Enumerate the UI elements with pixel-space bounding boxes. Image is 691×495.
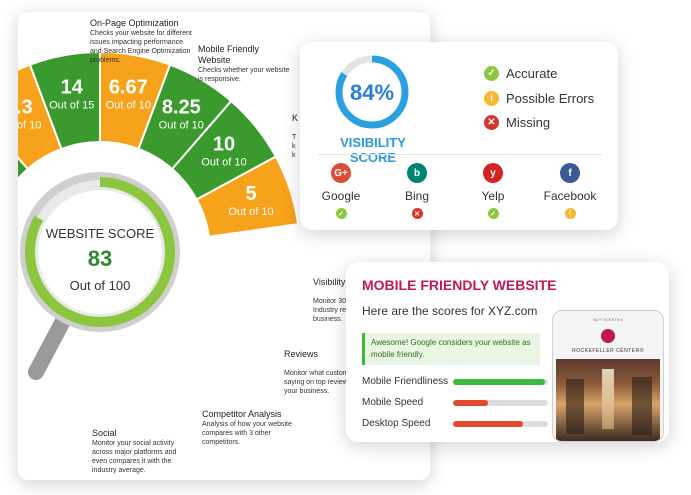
- desc-title: On-Page Optimization: [90, 18, 179, 28]
- metric-track: [453, 421, 548, 427]
- desc-title: Reviews: [284, 349, 319, 359]
- segment-outof: Out of 10: [106, 100, 151, 112]
- gauge-arc: [25, 177, 175, 327]
- desc-reviews: Reviews Monitor what custome saying on t…: [284, 340, 374, 405]
- source-name: Facebook: [543, 189, 597, 203]
- metric-fill: [453, 400, 489, 406]
- score-segment: [195, 155, 300, 238]
- segment-score: 4.3: [18, 96, 33, 118]
- phone-mockup: BUY TICKETS ▸ ROCKEFELLER CENTER®: [552, 310, 664, 442]
- legend-accurate: ✓ Accurate: [484, 66, 557, 81]
- yelp-icon: y: [483, 163, 503, 183]
- metric-label: Mobile Speed: [362, 397, 424, 408]
- info-icon: i: [484, 91, 499, 106]
- cross-icon: ✕: [484, 115, 499, 130]
- segment-score: 14: [61, 77, 84, 99]
- desc-text: Monitor what custome saying on top revie…: [284, 370, 353, 395]
- source-name: Bing: [404, 189, 430, 203]
- metric-label: Mobile Friendliness: [362, 376, 449, 387]
- segment-score: 10: [213, 133, 235, 155]
- google-plus-icon: G+: [331, 163, 351, 183]
- metric-fill: [453, 421, 524, 427]
- source-facebook[interactable]: f Facebook i: [535, 163, 605, 219]
- desc-partial: K T k k: [292, 104, 312, 169]
- cross-icon: ✕: [411, 208, 423, 219]
- segment-score: 8.25: [162, 96, 201, 118]
- mobile-notice: Awesome! Google considers your website a…: [362, 333, 540, 365]
- check-icon: ✓: [335, 208, 347, 219]
- site-hero-image: [556, 359, 660, 441]
- segment-score: 5: [245, 183, 256, 205]
- source-name: Yelp: [481, 189, 505, 203]
- check-icon: ✓: [487, 208, 499, 219]
- facebook-icon: f: [560, 163, 580, 183]
- bing-icon: b: [407, 163, 427, 183]
- divider: [318, 154, 602, 155]
- desc-text: Monitor your social activity across majo…: [92, 440, 177, 474]
- desc-title: Visibility: [313, 277, 346, 287]
- info-icon: i: [564, 208, 576, 219]
- metric-track: [453, 379, 548, 385]
- desc-text: Checks your website for different issues…: [90, 30, 192, 64]
- desc-mobile-friendly: Mobile Friendly Website Checks whether y…: [198, 44, 293, 84]
- source-google[interactable]: G+ Google ✓: [306, 163, 376, 219]
- site-logo-icon: [601, 329, 615, 343]
- segment-outof: Out of 10: [228, 206, 273, 218]
- legend-label: Accurate: [506, 66, 558, 81]
- visibility-percent: 84%: [349, 80, 395, 105]
- source-yelp[interactable]: y Yelp ✓: [458, 163, 528, 219]
- gauge-title: WEBSITE SCORE: [46, 226, 155, 241]
- segment-score: 6.67: [109, 77, 148, 99]
- desc-text: Monitor 30+ Industry revi business.: [313, 298, 351, 323]
- visibility-ring: [335, 55, 409, 129]
- gauge-face: [38, 190, 162, 314]
- segment-outof: Out of 10: [201, 156, 246, 168]
- score-segment: [18, 156, 30, 181]
- desc-on-page: On-Page Optimization Checks your website…: [90, 18, 195, 65]
- metric-fill: [453, 379, 546, 385]
- desc-social: Social Monitor your social activity acro…: [92, 428, 188, 475]
- legend-label: Missing: [506, 115, 551, 130]
- desc-competitor: Competitor Analysis Analysis of how your…: [202, 409, 302, 447]
- visibility-arc: [335, 55, 409, 129]
- mobile-subtitle: Here are the scores for XYZ.com: [362, 304, 538, 318]
- desc-text: Analysis of how your website compares wi…: [202, 421, 292, 446]
- legend-possible-errors: i Possible Errors: [484, 91, 594, 106]
- desc-text: T k k: [292, 134, 297, 159]
- metric-track: [453, 400, 548, 406]
- visibility-card: [300, 42, 618, 230]
- desc-title: Mobile Friendly Website: [198, 44, 260, 65]
- desc-title: Social: [92, 428, 117, 438]
- source-name: Google: [321, 189, 361, 203]
- segment-outof: Out of 10: [18, 119, 41, 131]
- phone-url: BUY TICKETS ▸: [593, 317, 623, 322]
- gauge-value: 83: [88, 246, 112, 271]
- legend-label: Possible Errors: [506, 91, 595, 106]
- desc-title: Competitor Analysis: [202, 409, 282, 419]
- mobile-title: MOBILE FRIENDLY WEBSITE: [362, 277, 557, 293]
- source-bing[interactable]: b Bing ✕: [382, 163, 452, 219]
- segment-outof: Out of 15: [49, 100, 94, 112]
- legend-missing: ✕ Missing: [484, 115, 550, 130]
- gauge-sub: Out of 100: [70, 278, 131, 293]
- segment-outof: Out of 10: [159, 119, 204, 131]
- desc-visibility: Visibility Monitor 30+ Industry revi bus…: [313, 268, 373, 333]
- visibility-label: VISIBILITY SCORE: [340, 135, 406, 165]
- phone-site-name: ROCKEFELLER CENTER®: [572, 348, 644, 354]
- desc-text: Checks whether your website is responsiv…: [198, 67, 290, 83]
- check-icon: ✓: [484, 66, 499, 81]
- metric-label: Desktop Speed: [362, 418, 431, 429]
- desc-title: K: [292, 113, 299, 123]
